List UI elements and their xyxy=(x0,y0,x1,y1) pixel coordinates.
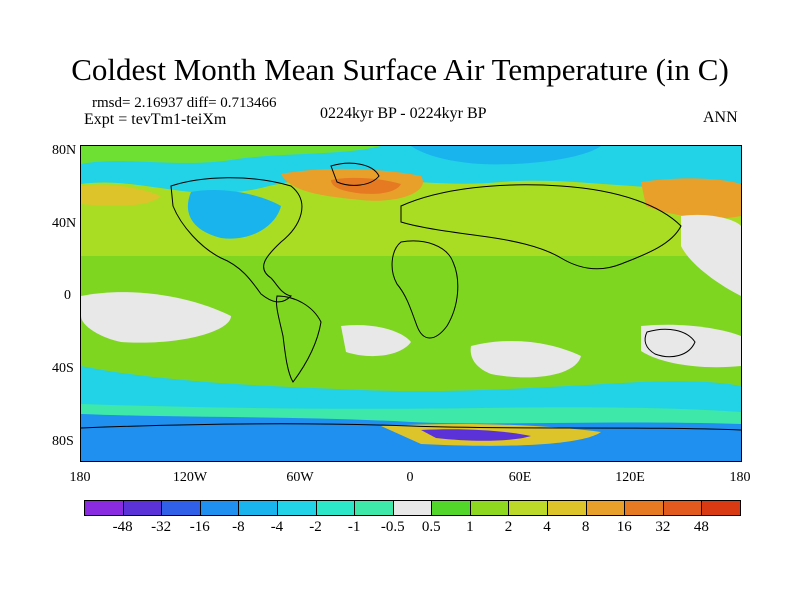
colorbar-label: 4 xyxy=(543,519,551,535)
lat-tick-40n: 40N xyxy=(52,216,77,231)
colorbar-swatch xyxy=(701,500,741,516)
lon-tick-0: 0 xyxy=(406,470,414,485)
colorbar-label: -32 xyxy=(151,519,172,535)
colorbar-swatch xyxy=(238,500,278,516)
colorbar-swatch xyxy=(122,500,163,516)
period-label: 0224kyr BP - 0224kyr BP xyxy=(320,105,487,122)
colorbar-label: -4 xyxy=(270,519,284,535)
colorbar-swatch xyxy=(547,500,587,516)
plot-title: Coldest Month Mean Surface Air Temperatu… xyxy=(71,52,729,87)
south-america-outline xyxy=(276,295,322,383)
colorbar-label: -8 xyxy=(232,519,245,535)
colorbar-swatch xyxy=(392,500,433,516)
lat-tick-80n: 80N xyxy=(52,143,77,158)
lon-tick-60e: 60E xyxy=(508,470,532,485)
colorbar-swatch xyxy=(431,500,471,516)
experiment-label: Expt = tevTm1-teiXm xyxy=(84,111,227,128)
lat-tick-0: 0 xyxy=(64,288,71,303)
colorbar-swatch xyxy=(84,500,124,516)
lon-tick-180-east: 180 xyxy=(729,470,751,485)
lon-tick-180-west: 180 xyxy=(69,470,91,485)
colorbar-swatch xyxy=(585,500,626,516)
antarctica-outline xyxy=(81,423,741,431)
colorbar-label: 8 xyxy=(581,519,590,535)
colorbar-label: 1 xyxy=(466,519,474,535)
west-pacific-warm xyxy=(81,184,161,206)
world-temperature-map xyxy=(80,145,742,462)
colorbar-swatch xyxy=(315,500,356,516)
north-hot-anomaly xyxy=(331,177,401,194)
colorbar-label: -0.5 xyxy=(380,519,405,535)
south-atlantic-neutral xyxy=(341,324,411,357)
antarctica-very-cold xyxy=(421,429,531,441)
colorbar-swatch xyxy=(199,500,240,516)
colorbar-label: 2 xyxy=(504,519,513,535)
colorbar-swatch xyxy=(354,500,394,516)
lon-tick-60w: 60W xyxy=(286,470,314,485)
indian-ocean-neutral xyxy=(470,341,581,378)
lon-tick-120e: 120E xyxy=(615,470,645,485)
australia-outline xyxy=(644,328,696,358)
eurasia-outline xyxy=(400,184,682,270)
north-america-cold xyxy=(187,189,281,239)
south-pacific-neutral xyxy=(81,292,231,343)
lat-tick-40s: 40S xyxy=(52,361,74,376)
colorbar-label: -16 xyxy=(189,519,210,535)
season-label: ANN xyxy=(703,109,738,126)
southern-ocean-cold xyxy=(81,366,741,416)
colorbar-swatch xyxy=(508,500,549,516)
colorbar-label: 16 xyxy=(616,519,632,535)
north-pacific-warm xyxy=(641,178,741,219)
colorbar-swatch xyxy=(662,500,703,516)
africa-outline xyxy=(391,240,459,339)
east-pacific-neutral xyxy=(681,214,741,296)
arctic-blue-patch xyxy=(411,146,601,165)
colorbar-label: 48 xyxy=(693,519,709,535)
map-canvas xyxy=(81,146,741,461)
colorbar-label: 32 xyxy=(655,519,671,535)
colorbar-label: -48 xyxy=(112,519,133,535)
colorbar-label: -2 xyxy=(309,519,322,535)
lon-tick-120w: 120W xyxy=(172,470,208,485)
arctic-green-patch xyxy=(81,146,381,164)
greenland-outline xyxy=(330,162,380,186)
lat-tick-80s: 80S xyxy=(52,434,74,449)
colorbar-swatch xyxy=(276,500,317,516)
colorbar-swatch xyxy=(624,500,664,516)
coastlines xyxy=(81,162,741,431)
north-america-outline xyxy=(170,177,303,303)
rmsd-diff-text: rmsd= 2.16937 diff= 0.713466 xyxy=(92,95,277,111)
colorbar-swatch xyxy=(469,500,510,516)
colorbar-label: 0.5 xyxy=(421,519,441,535)
colorbar-label: -1 xyxy=(347,519,361,535)
colorbar-swatch xyxy=(161,500,201,516)
colorbar xyxy=(84,500,741,516)
